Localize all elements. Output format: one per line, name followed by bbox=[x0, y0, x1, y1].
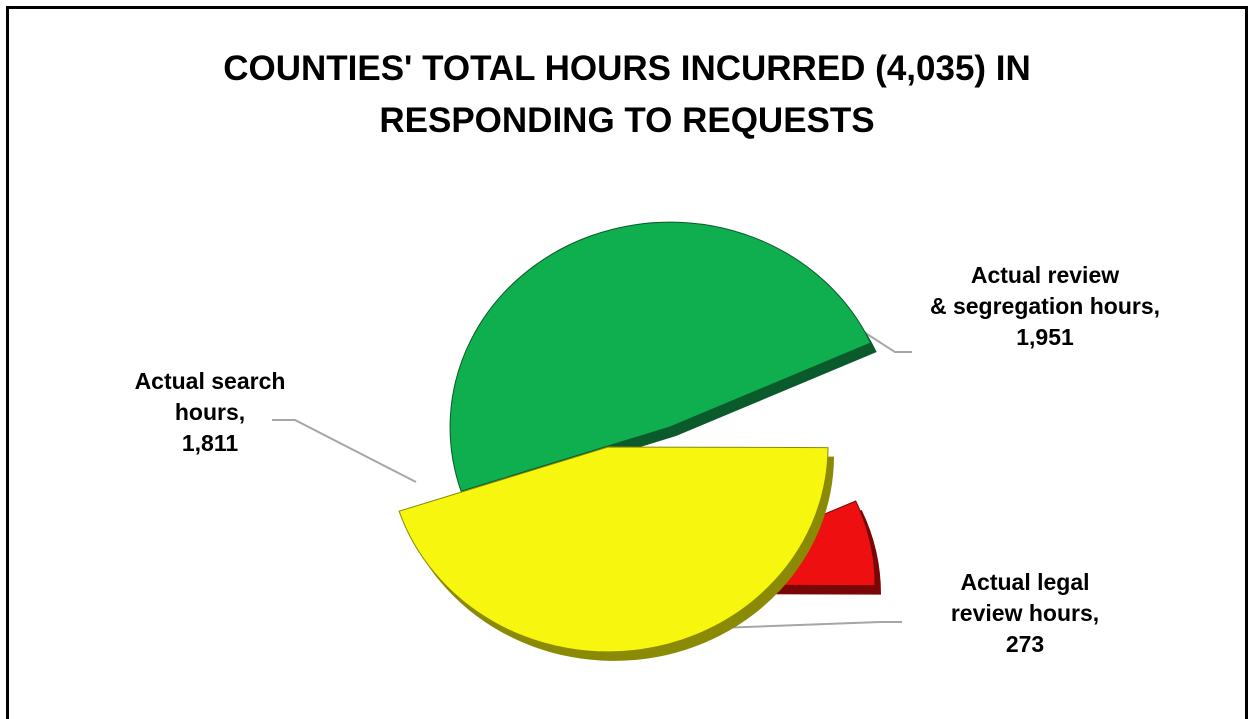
slice-label-search: Actual search hours, 1,811 bbox=[100, 366, 320, 459]
label-line: Actual review bbox=[970, 262, 1120, 288]
chart-title-line-1: COUNTIES' TOTAL HOURS INCURRED (4,035) I… bbox=[223, 49, 1031, 88]
pie-slices bbox=[398, 221, 882, 661]
label-line: Actual search bbox=[134, 368, 286, 394]
leader-line-search bbox=[272, 419, 417, 483]
slice-label-review-segregation: Actual review & segregation hours, 1,951 bbox=[910, 260, 1180, 353]
label-line: hours, bbox=[174, 399, 246, 425]
label-line: review hours, bbox=[950, 600, 1100, 626]
pie-slice-review-segregation bbox=[449, 221, 872, 492]
label-line: 1,951 bbox=[1016, 324, 1074, 350]
pie-slice-search bbox=[398, 446, 829, 653]
label-line: Actual legal bbox=[960, 569, 1090, 595]
label-line: 1,811 bbox=[181, 430, 239, 456]
slice-label-legal-review: Actual legal review hours, 273 bbox=[905, 567, 1145, 660]
label-line: & segregation hours, bbox=[929, 293, 1161, 319]
leader-line-legal-review bbox=[717, 621, 902, 629]
label-line: 273 bbox=[1005, 631, 1045, 657]
chart-title-line-2: RESPONDING TO REQUESTS bbox=[379, 101, 875, 140]
